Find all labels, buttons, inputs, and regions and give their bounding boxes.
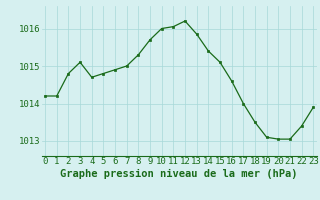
- X-axis label: Graphe pression niveau de la mer (hPa): Graphe pression niveau de la mer (hPa): [60, 169, 298, 179]
